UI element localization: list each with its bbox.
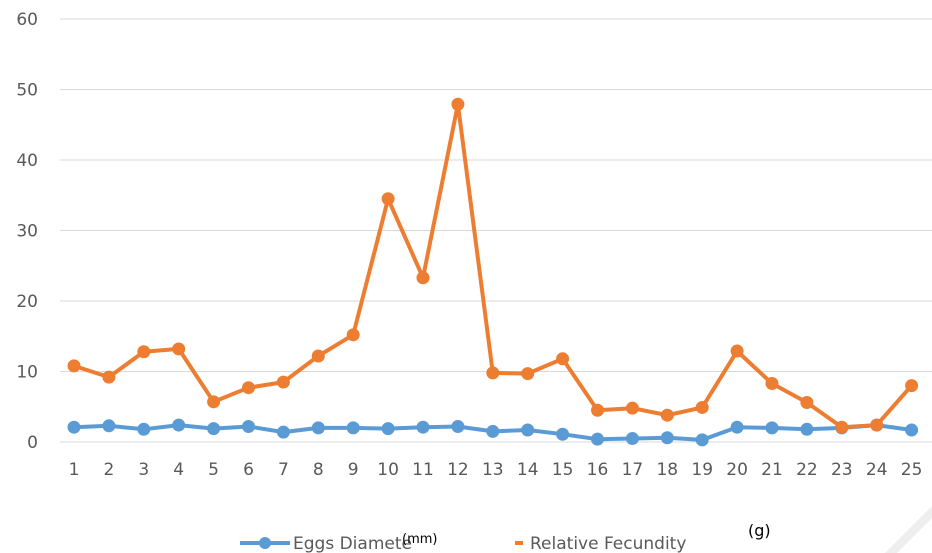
data-point: [695, 400, 709, 414]
y-tick-label: 0: [27, 433, 38, 453]
legend-marker-eggs-diameter: [259, 537, 271, 549]
data-point: [172, 342, 186, 356]
y-tick-label: 30: [16, 222, 38, 242]
data-point: [695, 433, 709, 447]
x-tick-label: 9: [348, 460, 359, 480]
data-point: [381, 422, 395, 436]
x-tick-label: 8: [313, 460, 324, 480]
data-point: [521, 367, 535, 381]
x-tick-label: 25: [901, 460, 923, 480]
data-point: [242, 419, 255, 433]
legend-item-relative-fecundity: Relative Fecundity (g): [515, 521, 771, 553]
data-point: [486, 366, 500, 380]
series-1: [67, 97, 919, 434]
x-tick-label: 7: [278, 460, 289, 480]
data-point: [451, 97, 465, 111]
data-point: [625, 401, 639, 415]
data-point: [905, 379, 919, 393]
data-point: [451, 419, 465, 433]
x-tick-label: 20: [726, 460, 748, 480]
data-point: [346, 328, 360, 342]
y-tick-label: 50: [16, 81, 38, 101]
data-point: [730, 344, 744, 358]
legend-label-relative-fecundity: Relative Fecundity: [530, 534, 686, 553]
x-tick-label: 18: [656, 460, 678, 480]
x-tick-label: 16: [587, 460, 609, 480]
data-point: [905, 423, 919, 437]
data-point: [556, 427, 570, 441]
y-tick-label: 10: [16, 363, 38, 383]
y-tick-label: 60: [16, 10, 38, 30]
x-tick-label: 3: [138, 460, 149, 480]
x-tick-label: 4: [173, 460, 184, 480]
data-point: [416, 271, 430, 285]
x-tick-label: 1: [69, 460, 80, 480]
x-tick-label: 15: [552, 460, 574, 480]
x-tick-label: 21: [761, 460, 783, 480]
x-tick-label: 10: [377, 460, 399, 480]
x-tick-label: 2: [103, 460, 114, 480]
unit-label-mm: (mm): [402, 532, 437, 547]
y-tick-label: 40: [16, 151, 38, 171]
legend-label-eggs-diameter: Eggs Diamete: [293, 534, 412, 553]
x-tick-label: 13: [482, 460, 504, 480]
data-point: [730, 420, 744, 434]
data-point: [800, 422, 814, 436]
data-point: [207, 422, 221, 436]
unit-label-g: (g): [748, 521, 771, 540]
data-point: [276, 375, 290, 389]
x-tick-label: 23: [831, 460, 853, 480]
series-layer: [67, 97, 919, 447]
data-point: [486, 424, 500, 438]
x-tick-label: 22: [796, 460, 818, 480]
data-point: [311, 421, 325, 435]
x-axis-ticks: 1 2 3 4 5 6 7 8 9 10 11 12 13 14 15 16 17 18 19 20 21 22 23 24 2…: [69, 460, 923, 480]
x-tick-label: 11: [412, 460, 434, 480]
data-point: [67, 420, 81, 434]
y-tick-label: 20: [16, 292, 38, 312]
data-point: [137, 345, 151, 359]
x-tick-label: 6: [243, 460, 254, 480]
x-tick-label: 14: [517, 460, 539, 480]
y-axis-ticks: 0 10 20 30 40 50 60: [16, 10, 38, 453]
data-point: [207, 395, 221, 409]
data-point: [102, 370, 116, 384]
data-point: [67, 359, 81, 373]
decorative-corner-mark: [885, 506, 932, 553]
data-point: [416, 420, 430, 434]
data-point: [242, 381, 255, 395]
data-point: [765, 421, 779, 435]
data-point: [800, 396, 814, 410]
data-point: [660, 431, 674, 445]
legend: Eggs Diamete (mm) Relative Fecundity (g): [240, 521, 771, 553]
gridlines: [60, 18, 932, 443]
data-point: [381, 192, 395, 206]
data-point: [765, 376, 779, 390]
data-point: [137, 422, 151, 436]
data-point: [521, 423, 535, 437]
data-point: [311, 349, 325, 363]
x-tick-label: 24: [866, 460, 888, 480]
data-point: [276, 425, 290, 439]
x-tick-label: 12: [447, 460, 469, 480]
data-point: [625, 431, 639, 445]
data-point: [102, 419, 116, 433]
data-point: [835, 420, 849, 434]
legend-item-eggs-diameter: Eggs Diamete (mm): [240, 532, 437, 553]
data-point: [591, 432, 604, 446]
data-point: [591, 403, 604, 417]
data-point: [172, 418, 186, 432]
data-point: [660, 408, 674, 422]
x-tick-label: 19: [691, 460, 713, 480]
x-tick-label: 5: [208, 460, 219, 480]
x-tick-label: 17: [622, 460, 644, 480]
data-point: [870, 418, 884, 432]
data-point: [346, 421, 360, 435]
data-point: [556, 352, 570, 366]
